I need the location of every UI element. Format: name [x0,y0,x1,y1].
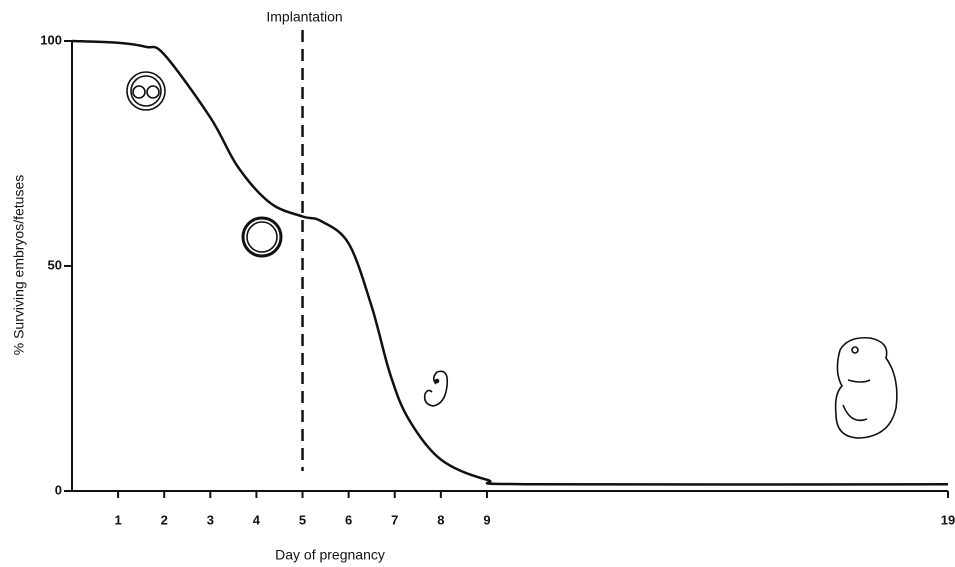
x-tick-label: 7 [391,512,398,527]
x-tick-label: 2 [161,512,168,527]
x-tick-label: 8 [437,512,444,527]
x-tick-label: 5 [299,512,306,527]
x-tick-label: 6 [345,512,352,527]
y-axis-title: % Surviving embryos/fetuses [11,175,27,356]
illustrations [127,72,897,438]
x-tick-label: 9 [483,512,490,527]
x-tick-label: 19 [941,512,955,527]
annotation-label: Implantation [266,9,342,25]
y-tick-label: 0 [55,482,62,497]
y-tick-label: 50 [48,257,62,272]
x-tick-label: 4 [253,512,261,527]
x-axis-title: Day of pregnancy [275,547,385,563]
chart: % Surviving embryos/fetuses Day of pregn… [0,0,955,567]
survival-line [72,41,948,485]
x-tick-label: 3 [207,512,214,527]
y-tick-label: 100 [40,32,62,47]
x-tick-label: 1 [114,512,121,527]
